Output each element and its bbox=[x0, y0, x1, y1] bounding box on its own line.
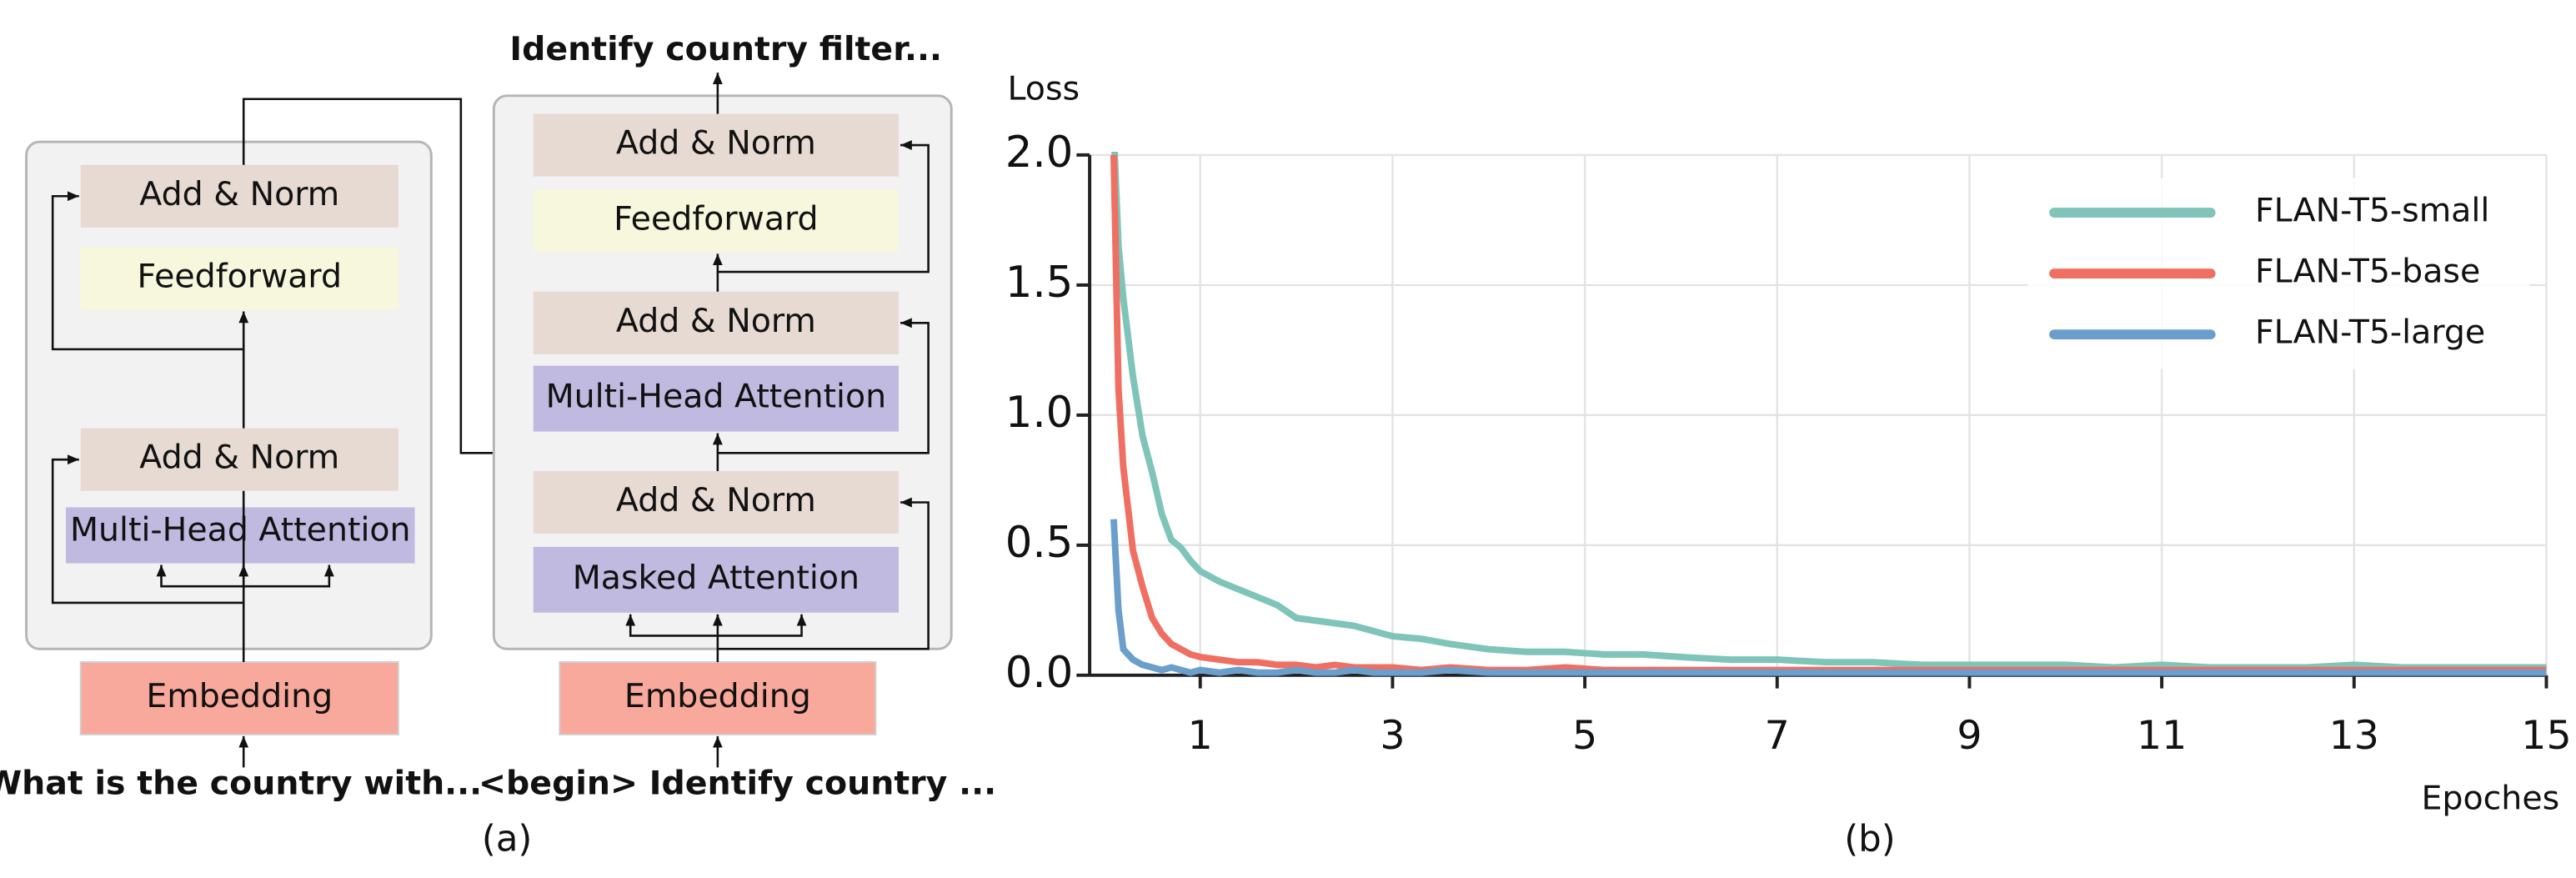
block bbox=[65, 507, 415, 564]
block bbox=[80, 164, 398, 228]
encoder: Add & Norm Feedforward Add & Norm Multi-… bbox=[0, 98, 665, 803]
block-label: Embedding bbox=[146, 677, 333, 715]
block-label: Add & Norm bbox=[139, 175, 339, 213]
block-label: Add & Norm bbox=[616, 302, 816, 340]
block-label: Feedforward bbox=[138, 257, 342, 295]
x-tick-label: 5 bbox=[1572, 713, 1597, 759]
x-tick-label: 11 bbox=[2137, 713, 2187, 759]
block-label: Add & Norm bbox=[616, 124, 816, 163]
y-axis-label: Loss bbox=[1008, 69, 1080, 108]
block bbox=[533, 471, 900, 534]
block bbox=[80, 428, 398, 491]
caption: (b) bbox=[1844, 819, 1895, 860]
x-tick-label: 7 bbox=[1765, 713, 1790, 759]
legend: FLAN-T5-small FLAN-T5-base FLAN-T5-large bbox=[2027, 178, 2530, 369]
block bbox=[79, 661, 399, 735]
line-series bbox=[1110, 519, 2547, 676]
y-tick-label: 0.0 bbox=[1005, 648, 1074, 698]
block-label: Multi-Head Attention bbox=[70, 511, 411, 549]
legend-label: FLAN-T5-base bbox=[2255, 253, 2480, 291]
x-axis-label: Epoches bbox=[2421, 779, 2559, 817]
x-tick-label: 15 bbox=[2521, 713, 2571, 759]
block-label: Add & Norm bbox=[139, 439, 339, 477]
block-label: Masked Attention bbox=[573, 559, 860, 597]
x-tick-label: 9 bbox=[1957, 713, 1982, 759]
caption: (a) bbox=[482, 819, 532, 860]
y-tick-label: 1.0 bbox=[1005, 388, 1074, 438]
encoder-input: What is the country with... bbox=[0, 765, 482, 803]
decoder: Add & Norm Feedforward Add & Norm Multi-… bbox=[479, 30, 996, 803]
block bbox=[533, 546, 900, 613]
block bbox=[559, 661, 877, 735]
y-tick-label: 0.5 bbox=[1005, 518, 1074, 568]
legend-label: FLAN-T5-large bbox=[2255, 314, 2485, 352]
block-label: Multi-Head Attention bbox=[546, 378, 887, 416]
block bbox=[533, 291, 900, 354]
line-series bbox=[1111, 151, 2547, 671]
block-label: Feedforward bbox=[614, 199, 818, 238]
plot-area bbox=[1110, 151, 2547, 676]
x-tick-label: 1 bbox=[1188, 713, 1213, 759]
chart: 0.00.51.01.52.01 3 5 7 9 11 13 15LossEpochesFLA… bbox=[1005, 69, 2572, 817]
block bbox=[533, 365, 900, 432]
x-tick-label: 13 bbox=[2329, 713, 2379, 759]
y-tick-label: 1.5 bbox=[1005, 258, 1074, 308]
block bbox=[533, 189, 900, 253]
legend-label: FLAN-T5-small bbox=[2255, 192, 2489, 230]
block bbox=[80, 247, 398, 310]
block-label: Add & Norm bbox=[616, 481, 816, 519]
block-label: Embedding bbox=[624, 677, 811, 715]
x-tick-label: 3 bbox=[1380, 713, 1405, 759]
y-tick-label: 2.0 bbox=[1005, 128, 1074, 178]
decoder-output: Identify country filter... bbox=[509, 30, 942, 68]
block bbox=[533, 113, 900, 177]
arrows bbox=[625, 73, 930, 768]
decoder-input: <begin> Identify country ... bbox=[479, 765, 996, 803]
